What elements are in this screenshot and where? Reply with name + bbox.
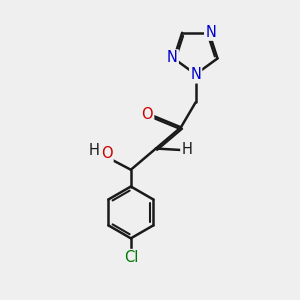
Text: N: N	[205, 25, 216, 40]
Text: Cl: Cl	[124, 250, 138, 265]
Text: H: H	[89, 143, 100, 158]
Text: N: N	[190, 68, 201, 82]
Text: O: O	[101, 146, 112, 161]
Text: O: O	[142, 107, 153, 122]
Text: H: H	[182, 142, 192, 158]
Text: N: N	[167, 50, 178, 65]
